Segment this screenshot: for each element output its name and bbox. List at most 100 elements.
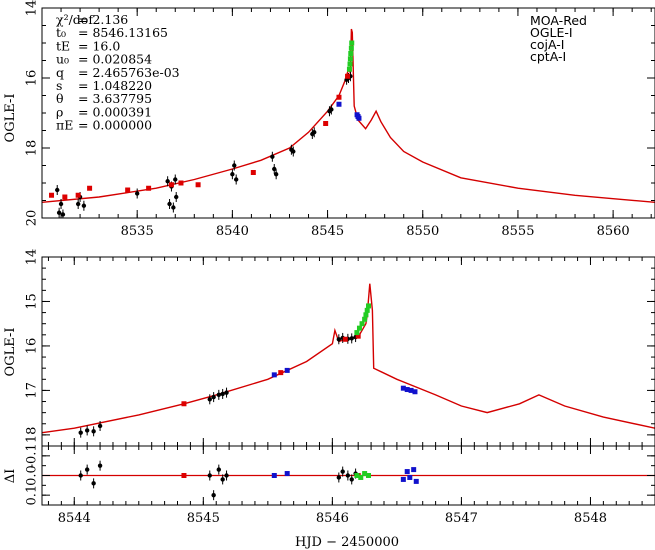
middle-ogle-i-point <box>181 401 187 407</box>
param-name: χ²/dof <box>56 12 94 27</box>
resid-moa-red-point <box>78 473 83 478</box>
top-model-curve <box>42 28 655 203</box>
top-moa-red-point <box>312 130 317 135</box>
top-x-tick-label: 8550 <box>406 224 439 239</box>
resid-cpta-i-point <box>407 474 413 480</box>
resid-coja-i-point <box>362 471 368 477</box>
top-moa-red-point <box>329 107 334 112</box>
middle-y-tick-label: 16 <box>25 338 40 355</box>
middle-cpta-i-point <box>400 385 406 391</box>
top-y-axis-label: OGLE-I <box>3 94 18 143</box>
top-ogle-i-point <box>168 182 174 188</box>
top-coja-i-point <box>348 45 354 51</box>
top-x-tick-label: 8545 <box>311 224 344 239</box>
resid-y-tick-label: 0.1 <box>25 485 40 506</box>
resid-y-tick-label: -0.1 <box>25 443 40 468</box>
top-x-tick-label: 8535 <box>121 224 154 239</box>
top-moa-red-point <box>232 163 237 168</box>
top-plot-area <box>42 28 655 218</box>
top-moa-red-point <box>270 154 275 159</box>
middle-moa-red-point <box>91 429 96 434</box>
middle-moa-red-point <box>84 428 90 433</box>
resid-x-tick-label: 8547 <box>445 511 478 526</box>
top-coja-i-point <box>348 51 354 56</box>
top-y-tick-label: 16 <box>25 70 40 87</box>
legend-entry: cojA-I <box>530 37 564 52</box>
middle-moa-red-point <box>216 392 222 398</box>
resid-x-tick-label: 8546 <box>316 511 349 526</box>
middle-coja-i-point <box>356 325 362 331</box>
middle-moa-red-point <box>336 337 342 342</box>
middle-coja-i-point <box>359 321 365 327</box>
param-value: = 2.136 <box>78 12 128 27</box>
resid-moa-red-point <box>349 477 354 482</box>
resid-moa-red-point <box>336 475 342 480</box>
top-ogle-i-point <box>250 170 256 175</box>
top-coja-i-point <box>349 40 355 46</box>
top-cpta-i-point <box>336 101 342 107</box>
top-coja-i-point <box>346 66 352 72</box>
param-name: tE <box>56 38 70 53</box>
resid-moa-red-point <box>340 469 345 474</box>
param-name: t₀ <box>56 25 66 40</box>
top-moa-red-point <box>56 210 62 215</box>
legend-entry: cptA-I <box>530 49 566 64</box>
top-moa-red-point <box>60 212 66 217</box>
middle-cpta-i-point <box>404 387 410 393</box>
top-ogle-i-point <box>345 73 351 79</box>
middle-coja-i-point <box>354 330 360 336</box>
resid-x-tick-label: 8548 <box>574 511 607 526</box>
middle-ogle-i-point <box>342 336 348 342</box>
top-x-tick-label: 8560 <box>597 224 630 239</box>
resid-moa-red-point <box>207 473 212 478</box>
top-ogle-i-point <box>178 180 184 186</box>
param-name: θ <box>56 91 64 106</box>
param-name: u₀ <box>56 52 69 67</box>
middle-cpta-i-point <box>284 367 290 373</box>
top-moa-red-point <box>230 172 235 177</box>
middle-model-curve <box>42 283 655 434</box>
top-ogle-i-point <box>146 185 152 191</box>
resid-ogle-i-point <box>181 473 187 478</box>
top-moa-red-point <box>58 201 64 207</box>
middle-ogle-i-point <box>278 370 284 376</box>
zoom-panel: 14 15 16 17 18 OGLE-I <box>3 249 655 447</box>
top-moa-red-point <box>174 194 179 200</box>
resid-y-tick-label: 0.0 <box>25 465 40 486</box>
resid-moa-red-point <box>211 492 216 498</box>
resid-x-tick-label: 8545 <box>187 511 220 526</box>
middle-plot-area <box>42 283 655 438</box>
middle-coja-i-point <box>362 316 368 322</box>
param-value: = 8546.13165 <box>78 25 168 40</box>
middle-y-axis-label: OGLE-I <box>3 328 18 377</box>
top-ogle-i-point <box>87 185 93 191</box>
param-value: = 2.465763e-03 <box>78 65 180 80</box>
param-value: = 0.000391 <box>78 104 152 119</box>
param-name: ρ <box>56 104 63 119</box>
top-ogle-i-point <box>62 194 68 200</box>
middle-moa-red-point <box>97 423 103 429</box>
top-x-tick-label: 8555 <box>501 224 534 239</box>
middle-moa-red-point <box>78 430 83 435</box>
top-moa-red-point <box>233 177 239 182</box>
x-axis-label: HJD − 2450000 <box>295 535 399 550</box>
top-panel: 8535 8540 8545 8550 8555 8560 14 16 18 20 OGLE-I χ²… <box>3 0 655 239</box>
resid-coja-i-point <box>354 473 360 478</box>
top-moa-red-point <box>273 172 279 177</box>
residual-plot-area <box>78 460 419 501</box>
resid-cpta-i-point <box>284 471 290 477</box>
top-ogle-i-point <box>323 121 329 126</box>
top-y-tick-label: 14 <box>25 0 40 16</box>
top-moa-red-point <box>272 166 277 172</box>
resid-cpta-i-point <box>413 478 419 484</box>
param-value: = 1.048220 <box>78 78 152 93</box>
top-coja-i-point <box>347 56 353 62</box>
resid-cpta-i-point <box>271 473 277 478</box>
top-moa-red-point <box>165 179 170 184</box>
resid-moa-red-point <box>220 477 225 482</box>
top-moa-red-point <box>55 187 60 193</box>
legend-entry: OGLE-I <box>530 25 573 40</box>
middle-frame <box>41 256 655 447</box>
middle-y-tick-label: 15 <box>25 293 40 310</box>
